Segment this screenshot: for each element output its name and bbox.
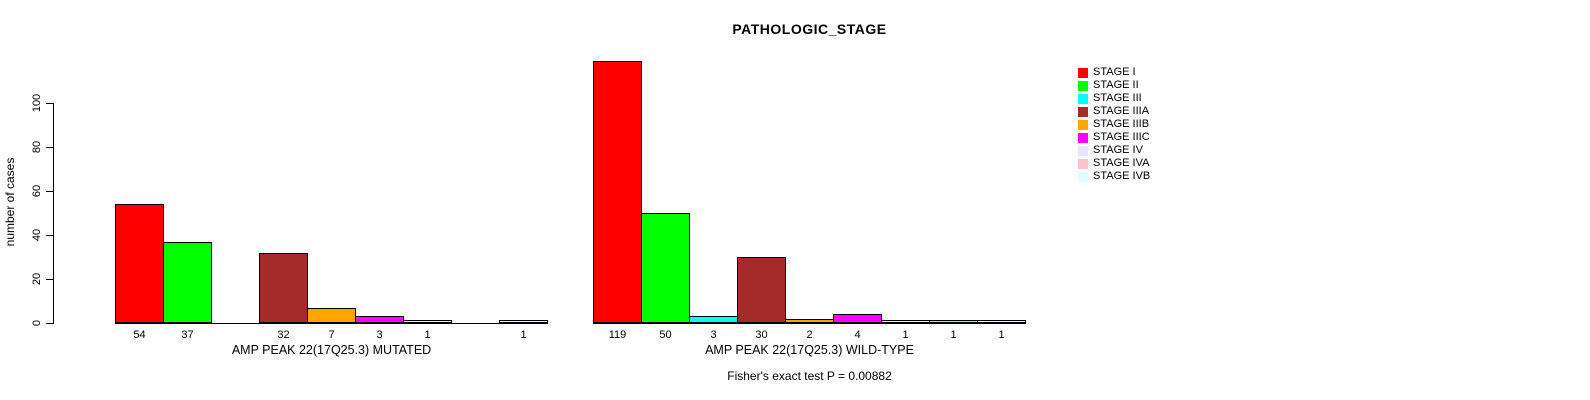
legend-item: STAGE IIIB [1078,118,1150,131]
bar-value-label: 1 [998,329,1005,341]
legend-swatch-icon [1078,119,1088,130]
bar-value-label: 3 [376,329,383,341]
legend-item: STAGE IV [1078,144,1150,157]
legend-swatch-icon [1078,158,1088,169]
legend-swatch-icon [1078,106,1088,117]
y-axis-line [53,103,54,323]
legend-item-label: STAGE IIIB [1093,118,1150,130]
y-axis-tick [46,103,54,104]
legend-item-label: STAGE III [1093,92,1142,104]
legend-item-label: STAGE IV [1093,144,1143,156]
chart-title: PATHOLOGIC_STAGE [732,21,887,37]
bar-value-label: 30 [755,329,768,341]
legend: STAGE I STAGE II STAGE III STAGE IIIA STAGE … [1078,66,1150,183]
y-axis-tick [46,279,54,280]
bar-stage-iiic [355,316,404,323]
fisher-test-note: Fisher's exact test P = 0.00882 [727,369,892,383]
legend-item-label: STAGE IVA [1093,157,1150,169]
x-axis-baseline [115,323,548,324]
bar-stage-ii [641,213,690,323]
bar-stage-ivb [977,320,1026,323]
x-axis-group-label: AMP PEAK 22(17Q25.3) WILD-TYPE [705,343,914,357]
legend-item-label: STAGE IIIC [1093,131,1150,143]
legend-item: STAGE IIIC [1078,131,1150,144]
bar-value-label: 1 [520,329,527,341]
y-axis-tick [46,323,54,324]
bar-stage-iiia [259,253,308,323]
legend-swatch-icon [1078,80,1088,91]
y-axis-tick-label: 0 [31,319,43,327]
legend-item-label: STAGE II [1093,79,1139,91]
x-axis-group-label: AMP PEAK 22(17Q25.3) MUTATED [231,343,432,357]
bar-stage-iiic [833,314,882,323]
bar-value-label: 54 [133,329,146,341]
legend-swatch-icon [1078,145,1088,156]
bar-group-wild-type: 119 50 3 30 2 4 1 1 1 AMP PEAK 22(17Q25.3) WILD-T… [593,0,1026,357]
bar-stage-iv [403,320,452,323]
bar-stage-iiib [307,308,356,323]
legend-item: STAGE II [1078,79,1150,92]
y-axis-tick-label: 80 [31,140,43,154]
legend-item: STAGE IIIA [1078,105,1150,118]
legend-swatch-icon [1078,67,1088,78]
bar-value-label: 119 [608,329,627,341]
bar-value-label: 37 [181,329,194,341]
bar-value-label: 2 [806,329,813,341]
legend-item-label: STAGE IIIA [1093,105,1150,117]
bar-value-label: 7 [328,329,335,341]
x-axis-baseline [593,323,1026,324]
y-axis-tick-label: 100 [31,93,43,113]
legend-item: STAGE IVA [1078,157,1150,170]
legend-item-label: STAGE IVB [1093,170,1151,182]
bar-group-mutated: 54 37 32 7 3 1 1 AMP PEAK 22(17Q25.3) MUTATED [115,0,548,357]
bar-stage-i [593,61,642,323]
legend-item-label: STAGE I [1093,66,1136,78]
bar-stage-ivb [499,320,548,323]
bar-value-label: 1 [902,329,909,341]
y-axis-label: number of cases [3,157,17,247]
bar-value-label: 50 [659,329,672,341]
legend-swatch-icon [1078,171,1088,182]
bar-stage-i [115,204,164,323]
y-axis-tick-label: 60 [31,184,43,198]
y-axis-tick [46,235,54,236]
y-axis-tick-label: 20 [31,272,43,286]
bar-value-label: 4 [854,329,861,341]
bar-value-label: 1 [950,329,957,341]
legend-swatch-icon [1078,93,1088,104]
legend-item: STAGE IVB [1078,170,1150,183]
legend-swatch-icon [1078,132,1088,143]
y-axis-tick [46,191,54,192]
y-axis-tick-label: 40 [31,228,43,242]
legend-item: STAGE III [1078,92,1150,105]
bar-value-label: 1 [424,329,431,341]
bar-stage-iiia [737,257,786,323]
bar-stage-ii [163,242,212,323]
y-axis-tick [46,147,54,148]
bar-stage-iii [689,316,738,323]
bar-value-label: 32 [277,329,290,341]
bar-value-label: 3 [710,329,717,341]
legend-item: STAGE I [1078,66,1150,79]
